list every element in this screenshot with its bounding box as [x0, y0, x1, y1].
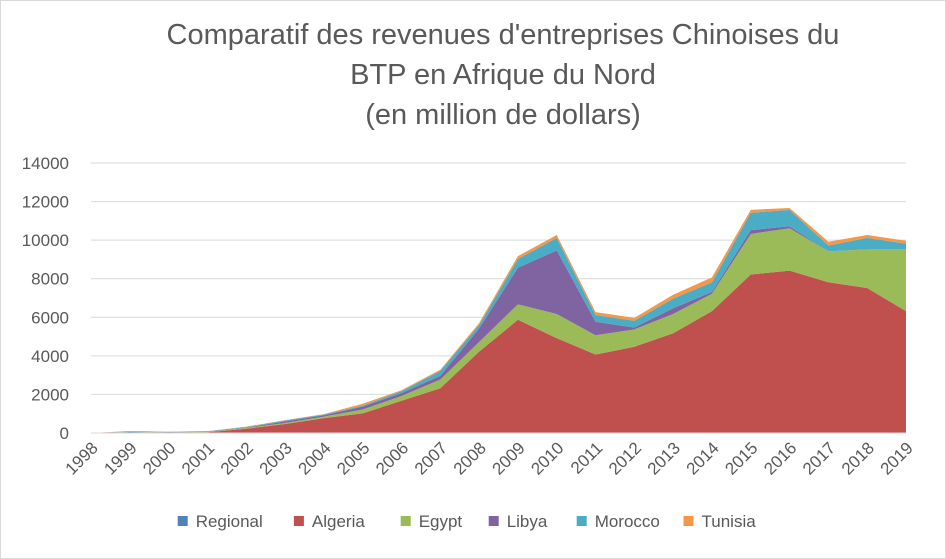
- x-tick-label-2008: 2008: [450, 438, 490, 478]
- x-tick-label-2019: 2019: [877, 438, 917, 478]
- x-tick-label-2016: 2016: [760, 438, 800, 478]
- x-axis-tick-labels: 1998199920002001200220032004200520062007…: [62, 438, 917, 478]
- y-tick-label-8000: 8000: [31, 270, 69, 289]
- legend: Regional Algeria Egypt Libya Morocco Tunisia: [177, 512, 757, 531]
- x-tick-label-1998: 1998: [62, 438, 102, 478]
- legend-swatch-regional: [177, 516, 188, 526]
- series-areas: [91, 207, 906, 433]
- legend-swatch-algeria: [293, 516, 304, 526]
- legend-label-regional: Regional: [196, 512, 263, 531]
- legend-swatch-egypt: [400, 516, 411, 526]
- x-tick-label-2003: 2003: [256, 438, 296, 478]
- legend-item-tunisia: Tunisia: [683, 512, 757, 531]
- legend-item-morocco: Morocco: [576, 512, 660, 531]
- x-tick-label-2017: 2017: [799, 438, 839, 478]
- chart-title-line-3: (en million de dollars): [365, 99, 641, 131]
- area-egypt: [91, 228, 906, 433]
- x-tick-label-2005: 2005: [333, 438, 373, 478]
- y-tick-label-6000: 6000: [31, 308, 69, 327]
- y-tick-label-2000: 2000: [31, 385, 69, 404]
- legend-label-algeria: Algeria: [312, 512, 365, 531]
- x-tick-label-2011: 2011: [567, 438, 606, 477]
- y-tick-label-4000: 4000: [31, 347, 69, 366]
- legend-label-libya: Libya: [507, 512, 548, 531]
- legend-swatch-tunisia: [683, 516, 694, 526]
- legend-swatch-morocco: [576, 516, 587, 526]
- x-tick-label-2000: 2000: [139, 438, 179, 478]
- x-tick-label-2006: 2006: [372, 438, 412, 478]
- legend-item-algeria: Algeria: [293, 512, 365, 531]
- x-tick-label-2015: 2015: [721, 438, 761, 478]
- legend-item-regional: Regional: [177, 512, 263, 531]
- legend-label-tunisia: Tunisia: [702, 512, 757, 531]
- y-tick-label-0: 0: [60, 424, 69, 443]
- chart-title-line-1: Comparatif des revenues d'entreprises Ch…: [167, 19, 840, 51]
- chart-title: Comparatif des revenues d'entreprises Ch…: [167, 19, 840, 131]
- x-tick-label-2001: 2001: [178, 438, 218, 478]
- y-tick-label-14000: 14000: [22, 154, 69, 173]
- y-axis-tick-labels: 0 2000 4000 6000 8000 10000 12000 14000: [22, 154, 69, 443]
- x-tick-label-2009: 2009: [489, 438, 529, 478]
- y-tick-label-10000: 10000: [22, 231, 69, 250]
- legend-item-egypt: Egypt: [400, 512, 463, 531]
- legend-item-libya: Libya: [488, 512, 548, 531]
- x-tick-label-1999: 1999: [100, 438, 140, 478]
- x-tick-label-2010: 2010: [527, 438, 567, 478]
- x-tick-label-2007: 2007: [411, 438, 451, 478]
- legend-label-morocco: Morocco: [595, 512, 660, 531]
- chart-title-line-2: BTP en Afrique du Nord: [350, 59, 656, 91]
- x-tick-label-2012: 2012: [605, 438, 645, 478]
- legend-swatch-libya: [488, 516, 499, 526]
- x-tick-label-2014: 2014: [683, 438, 723, 478]
- y-tick-label-12000: 12000: [22, 193, 69, 212]
- area-algeria: [91, 270, 906, 433]
- legend-label-egypt: Egypt: [419, 512, 463, 531]
- x-tick-label-2002: 2002: [217, 438, 257, 478]
- x-tick-label-2013: 2013: [644, 438, 684, 478]
- x-tick-label-2018: 2018: [838, 438, 878, 478]
- x-tick-label-2004: 2004: [295, 438, 335, 478]
